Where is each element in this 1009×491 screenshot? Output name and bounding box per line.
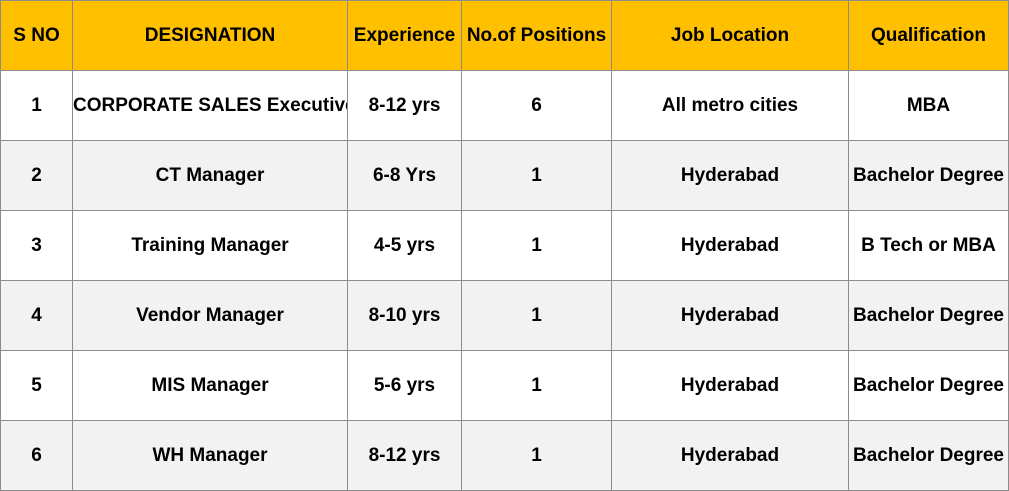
cell-designation: CORPORATE SALES Executive — [72, 70, 348, 141]
header-sno: S NO — [0, 0, 73, 71]
cell-sno: 1 — [0, 70, 73, 141]
header-experience: Experience — [347, 0, 462, 71]
cell-qualification: Bachelor Degree — [848, 280, 1009, 351]
cell-location: Hyderabad — [611, 350, 849, 421]
table-row: 6 WH Manager 8-12 yrs 1 Hyderabad Bachel… — [0, 420, 1009, 491]
cell-designation: Vendor Manager — [72, 280, 348, 351]
table-row: 3 Training Manager 4-5 yrs 1 Hyderabad B… — [0, 210, 1009, 281]
cell-positions: 6 — [461, 70, 612, 141]
cell-location: Hyderabad — [611, 280, 849, 351]
cell-qualification: B Tech or MBA — [848, 210, 1009, 281]
cell-positions: 1 — [461, 280, 612, 351]
cell-positions: 1 — [461, 350, 612, 421]
cell-location: All metro cities — [611, 70, 849, 141]
cell-experience: 6-8 Yrs — [347, 140, 462, 211]
table-row: 4 Vendor Manager 8-10 yrs 1 Hyderabad Ba… — [0, 280, 1009, 351]
cell-sno: 6 — [0, 420, 73, 491]
cell-sno: 3 — [0, 210, 73, 281]
cell-qualification: Bachelor Degree — [848, 420, 1009, 491]
cell-experience: 4-5 yrs — [347, 210, 462, 281]
cell-positions: 1 — [461, 210, 612, 281]
cell-experience: 8-10 yrs — [347, 280, 462, 351]
header-positions: No.of Positions — [461, 0, 612, 71]
cell-sno: 2 — [0, 140, 73, 211]
header-location: Job Location — [611, 0, 849, 71]
cell-experience: 8-12 yrs — [347, 420, 462, 491]
cell-qualification: Bachelor Degree — [848, 350, 1009, 421]
cell-designation: MIS Manager — [72, 350, 348, 421]
cell-sno: 4 — [0, 280, 73, 351]
table-row: 1 CORPORATE SALES Executive 8-12 yrs 6 A… — [0, 70, 1009, 141]
cell-location: Hyderabad — [611, 140, 849, 211]
header-designation: DESIGNATION — [72, 0, 348, 71]
cell-location: Hyderabad — [611, 210, 849, 281]
table-row: 5 MIS Manager 5-6 yrs 1 Hyderabad Bachel… — [0, 350, 1009, 421]
cell-qualification: Bachelor Degree — [848, 140, 1009, 211]
cell-positions: 1 — [461, 140, 612, 211]
cell-designation: WH Manager — [72, 420, 348, 491]
cell-experience: 5-6 yrs — [347, 350, 462, 421]
header-qualification: Qualification — [848, 0, 1009, 71]
table-header-row: S NO DESIGNATION Experience No.of Positi… — [0, 0, 1009, 71]
cell-experience: 8-12 yrs — [347, 70, 462, 141]
cell-designation: Training Manager — [72, 210, 348, 281]
cell-location: Hyderabad — [611, 420, 849, 491]
cell-qualification: MBA — [848, 70, 1009, 141]
table-row: 2 CT Manager 6-8 Yrs 1 Hyderabad Bachelo… — [0, 140, 1009, 211]
cell-positions: 1 — [461, 420, 612, 491]
cell-sno: 5 — [0, 350, 73, 421]
cell-designation: CT Manager — [72, 140, 348, 211]
